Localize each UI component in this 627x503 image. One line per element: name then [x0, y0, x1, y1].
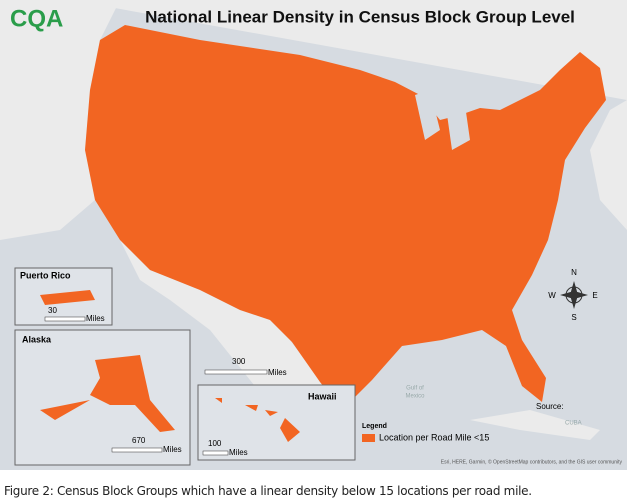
legend-item: Location per Road Mile <15 — [379, 432, 489, 442]
scale-unit: Miles — [268, 368, 287, 377]
inset-label: Alaska — [22, 334, 52, 344]
scale-unit: Miles — [86, 314, 105, 323]
compass-n: N — [571, 268, 577, 277]
scale-value: 100 — [208, 439, 222, 448]
scale-unit: Miles — [163, 445, 182, 454]
scale-value: 300 — [232, 357, 246, 366]
hawaii-inset — [197, 384, 356, 461]
compass-ring — [565, 286, 583, 304]
puerto-rico-shape — [40, 290, 95, 305]
figure-caption: Figure 2: Census Block Groups which have… — [4, 484, 532, 498]
inset-label: Puerto Rico — [20, 270, 71, 280]
compass: N S E W — [548, 268, 597, 322]
source-label: Source: — [536, 402, 564, 411]
scale-bar — [111, 447, 163, 453]
gulf-label: Gulf of — [406, 386, 424, 392]
scale-unit: Miles — [229, 448, 248, 457]
compass-e: E — [592, 291, 597, 300]
attribution: Esri, HERE, Garmin, © OpenStreetMap cont… — [441, 458, 623, 465]
map-title: National Linear Density in Census Block … — [145, 7, 575, 26]
scale-value: 30 — [48, 306, 57, 315]
compass-w: W — [548, 291, 556, 300]
map: CQA National Linear Density in Census Bl… — [0, 0, 627, 470]
logo: CQA — [10, 5, 63, 32]
compass-s: S — [571, 313, 576, 322]
inset-label: Hawaii — [308, 391, 337, 401]
hawaii-shape — [215, 398, 300, 442]
great-lakes — [415, 90, 470, 150]
scale-bar — [44, 316, 86, 322]
us-density-area — [85, 25, 606, 410]
gulf-label: Mexico — [405, 394, 425, 400]
legend-title: Legend — [362, 423, 387, 430]
land — [0, 0, 120, 240]
scale-bar — [202, 450, 229, 456]
legend-swatch — [362, 434, 375, 442]
scale-bar — [204, 369, 268, 375]
cuba-land — [470, 410, 600, 440]
scale-value: 670 — [132, 436, 146, 445]
alaska-shape — [40, 355, 175, 432]
canada-land — [70, 0, 627, 230]
cuba-label: CUBA — [565, 421, 582, 427]
compass-rose — [560, 281, 588, 309]
